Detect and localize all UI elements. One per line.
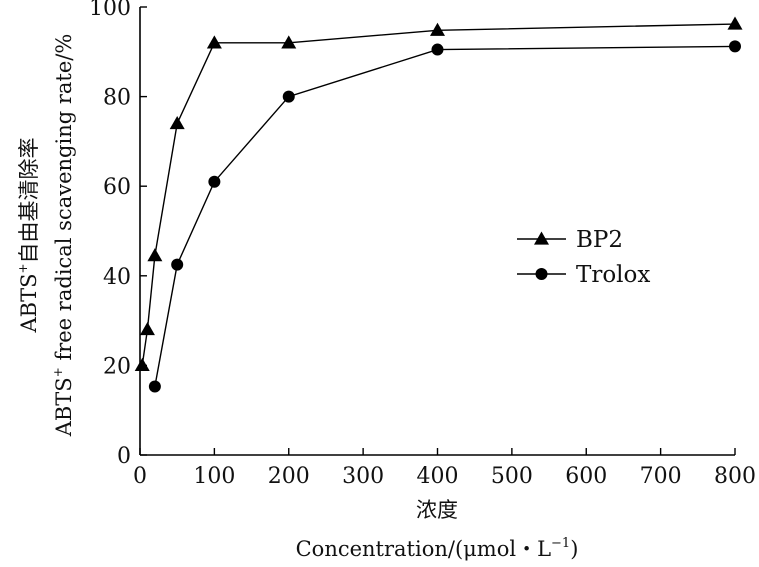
x-axis-ticks: 0 100 200 300 400 500 600 700 800 (133, 448, 756, 489)
y-tick-label: 20 (103, 354, 131, 379)
x-axis-label-en-sup: −1 (551, 536, 570, 551)
x-tick-label: 700 (640, 464, 682, 489)
data-point-trolox (208, 175, 221, 188)
data-point-bp2 (727, 16, 743, 30)
x-tick-label: 600 (565, 464, 607, 489)
legend: BP2 Trolox (517, 227, 650, 288)
y-tick-label: 100 (89, 0, 131, 21)
data-point-bp2 (147, 248, 163, 262)
x-axis-label-en-main: Concentration/(μmol・L (296, 537, 551, 561)
legend-marker-trolox (535, 268, 548, 280)
x-tick-label: 800 (714, 464, 756, 489)
y-axis-label-cn-prefix: ABTS (17, 274, 41, 334)
x-axis-label-cn: 浓度 (416, 498, 458, 522)
legend-label-trolox: Trolox (576, 262, 650, 288)
y-axis-label-en-sup: + (51, 367, 65, 377)
data-point-trolox (282, 90, 295, 103)
y-tick-label: 0 (117, 444, 131, 469)
y-axis-label-en-prefix: ABTS (52, 377, 76, 437)
legend-item-bp2: BP2 (517, 227, 623, 253)
data-point-trolox (729, 40, 741, 53)
y-tick-label: 80 (103, 86, 131, 111)
data-point-bp2 (430, 22, 445, 36)
data-point-bp2 (206, 35, 222, 49)
series-bp2 (134, 16, 743, 372)
series-line-trolox (154, 45, 736, 387)
data-point-trolox (431, 43, 444, 56)
y-axis-label-en: ABTS+ free radical scavenging rate/% (51, 34, 76, 438)
y-axis-ticks: 0 20 40 60 80 100 (89, 0, 147, 469)
data-point-bp2 (281, 35, 297, 49)
legend-marker-bp2 (534, 231, 549, 245)
x-tick-label: 300 (342, 464, 384, 489)
data-point-trolox (148, 380, 161, 393)
data-point-bp2 (134, 357, 150, 372)
legend-item-trolox: Trolox (517, 262, 650, 288)
y-axis-label-en-rest: free radical scavenging rate/% (52, 34, 76, 368)
series-line-bp2 (141, 23, 736, 366)
series-layer (134, 16, 743, 393)
x-tick-label: 200 (268, 464, 310, 489)
data-point-trolox (171, 258, 184, 271)
y-tick-label: 60 (103, 175, 131, 200)
data-point-bp2 (169, 115, 185, 130)
y-axis-label-cn-rest: 自由基清除率 (17, 137, 41, 263)
x-axis-label-en-tail: ) (570, 537, 578, 561)
legend-label-bp2: BP2 (576, 227, 623, 253)
x-tick-label: 500 (491, 464, 533, 489)
plot-frame (139, 7, 735, 456)
y-axis-label-cn: ABTS+自由基清除率 (16, 137, 41, 333)
x-tick-label: 400 (417, 464, 459, 489)
data-point-bp2 (139, 322, 155, 336)
x-axis-label-en: Concentration/(μmol・L−1) (296, 536, 579, 561)
series-trolox (148, 40, 741, 393)
x-tick-label: 100 (193, 464, 235, 489)
y-tick-label: 40 (103, 265, 131, 290)
y-axis-label-cn-sup: + (16, 263, 30, 273)
x-tick-label: 0 (133, 464, 147, 489)
